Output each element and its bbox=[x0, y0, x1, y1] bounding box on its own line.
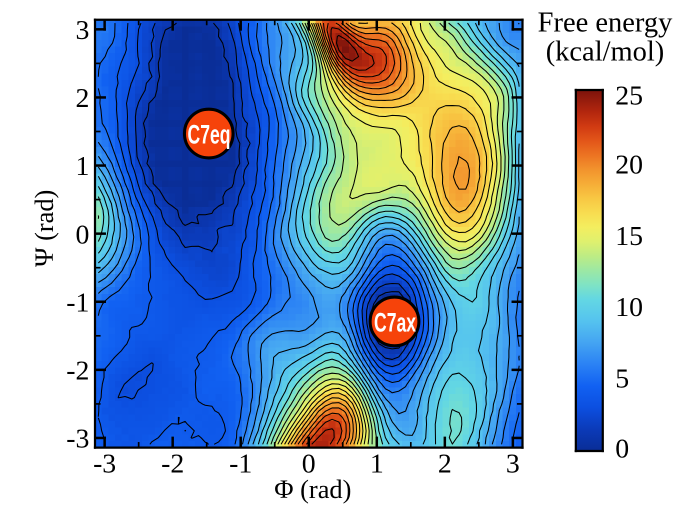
svg-text:25: 25 bbox=[615, 81, 643, 112]
svg-text:10: 10 bbox=[615, 292, 643, 323]
svg-text:20: 20 bbox=[615, 149, 643, 180]
svg-text:3: 3 bbox=[506, 448, 520, 479]
svg-text:-1: -1 bbox=[229, 448, 252, 479]
svg-text:5: 5 bbox=[615, 364, 629, 395]
svg-text:Φ (rad): Φ (rad) bbox=[274, 474, 351, 504]
svg-text:(kcal/mol): (kcal/mol) bbox=[546, 37, 665, 68]
svg-text:15: 15 bbox=[615, 221, 643, 252]
svg-text:-1: -1 bbox=[66, 287, 89, 318]
svg-text:Ψ (rad): Ψ (rad) bbox=[29, 190, 59, 267]
svg-text:0: 0 bbox=[615, 434, 629, 465]
svg-text:2: 2 bbox=[76, 83, 90, 114]
svg-text:-3: -3 bbox=[66, 424, 89, 455]
svg-text:-3: -3 bbox=[93, 448, 116, 479]
svg-text:1: 1 bbox=[76, 151, 90, 182]
svg-text:1: 1 bbox=[370, 448, 384, 479]
svg-text:2: 2 bbox=[438, 448, 452, 479]
svg-text:0: 0 bbox=[76, 219, 90, 250]
svg-text:3: 3 bbox=[76, 15, 90, 46]
svg-text:-2: -2 bbox=[66, 355, 89, 386]
svg-text:-2: -2 bbox=[161, 448, 184, 479]
svg-text:Free energy: Free energy bbox=[538, 8, 673, 39]
svg-text:0: 0 bbox=[302, 448, 316, 479]
